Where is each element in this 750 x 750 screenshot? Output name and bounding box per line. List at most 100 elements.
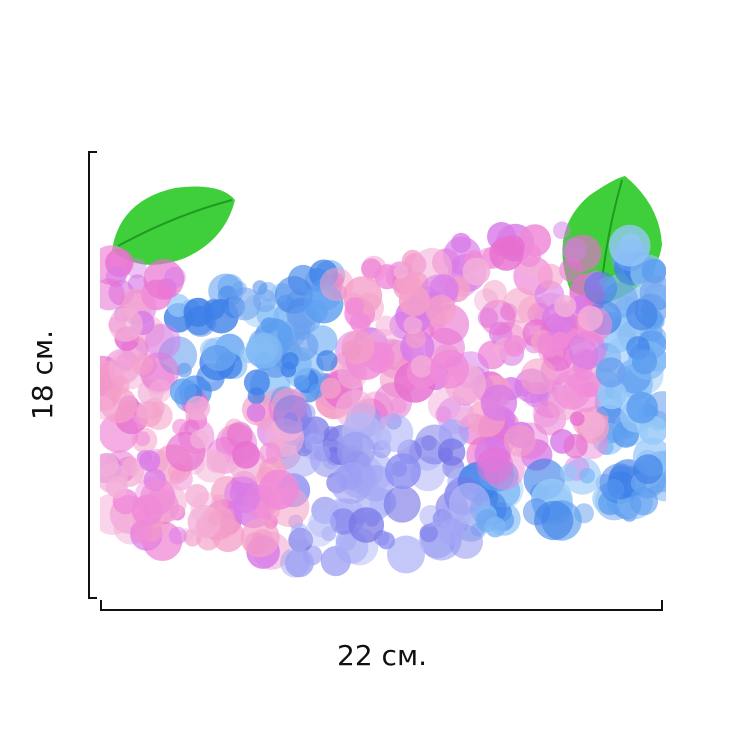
petal — [373, 382, 413, 421]
petal — [451, 232, 472, 253]
petal — [537, 263, 564, 290]
petal — [518, 224, 552, 257]
petal — [579, 467, 595, 484]
petal — [626, 391, 658, 424]
petal — [243, 369, 270, 396]
petal — [290, 522, 308, 541]
petal — [608, 224, 651, 267]
petal — [425, 294, 457, 326]
petal — [130, 521, 153, 544]
petal — [577, 305, 603, 331]
petal — [321, 526, 337, 542]
petal — [271, 387, 307, 424]
petal — [455, 407, 476, 428]
petal — [168, 526, 187, 545]
petal — [534, 500, 574, 541]
petal — [480, 384, 518, 421]
petal — [135, 431, 151, 447]
petal — [484, 516, 506, 538]
petal — [551, 370, 592, 410]
petal — [595, 357, 626, 388]
petal — [293, 375, 310, 391]
petal — [145, 323, 181, 360]
petal — [348, 507, 385, 543]
petal — [284, 548, 314, 578]
petal — [563, 434, 588, 459]
petal — [626, 299, 658, 331]
petal — [597, 379, 627, 410]
petal — [240, 518, 280, 558]
width-label: 22 см. — [337, 639, 427, 672]
petal — [319, 267, 354, 302]
petal — [550, 331, 570, 351]
petal — [108, 307, 143, 342]
petal — [387, 535, 425, 574]
petal — [253, 288, 277, 313]
petal — [308, 509, 337, 538]
petal — [393, 264, 408, 279]
petal — [501, 234, 525, 259]
petal — [345, 297, 365, 316]
petal — [479, 299, 516, 336]
petal — [316, 350, 338, 372]
petal — [228, 287, 262, 321]
petal — [273, 395, 312, 434]
petal — [520, 358, 557, 395]
petal — [503, 335, 526, 357]
petal — [274, 276, 313, 314]
petal — [429, 349, 469, 389]
petal — [330, 462, 372, 504]
petal — [122, 457, 141, 477]
petal — [304, 432, 323, 452]
hydrangea-illustration — [100, 176, 666, 578]
height-bracket — [88, 151, 97, 599]
petal — [410, 355, 433, 378]
petal — [185, 484, 209, 508]
petal — [259, 442, 281, 464]
petal — [201, 336, 237, 371]
petal — [384, 453, 421, 490]
petal — [462, 257, 491, 286]
petal — [132, 354, 154, 376]
petal — [258, 469, 299, 510]
petal — [207, 510, 224, 527]
petal — [375, 315, 397, 337]
petal — [288, 330, 319, 361]
petal — [341, 330, 375, 364]
petal — [260, 317, 277, 334]
petal — [403, 315, 423, 335]
petal — [603, 478, 625, 500]
petal — [281, 352, 299, 370]
petal — [349, 312, 371, 333]
petal — [246, 403, 266, 422]
petal — [633, 454, 663, 484]
petal — [224, 476, 262, 514]
petal — [377, 532, 395, 550]
petal — [206, 451, 227, 473]
petal — [341, 444, 362, 465]
petal — [100, 278, 125, 311]
petal — [131, 494, 164, 526]
petal — [476, 447, 514, 484]
petal — [164, 266, 186, 289]
petal — [172, 418, 189, 436]
petal — [211, 494, 229, 512]
petal — [111, 375, 130, 395]
petal — [305, 517, 334, 547]
petal — [139, 450, 161, 472]
petal — [169, 378, 197, 405]
petal — [247, 387, 265, 405]
petal — [503, 424, 536, 457]
petal — [288, 527, 314, 553]
petal — [148, 379, 172, 403]
petal — [559, 257, 584, 283]
leaf-vein — [117, 199, 233, 247]
petal — [320, 377, 342, 399]
petal — [185, 395, 211, 421]
leaf — [112, 186, 235, 265]
petal — [562, 237, 587, 263]
petal — [629, 487, 658, 516]
petal — [106, 476, 128, 499]
petal — [560, 463, 578, 482]
